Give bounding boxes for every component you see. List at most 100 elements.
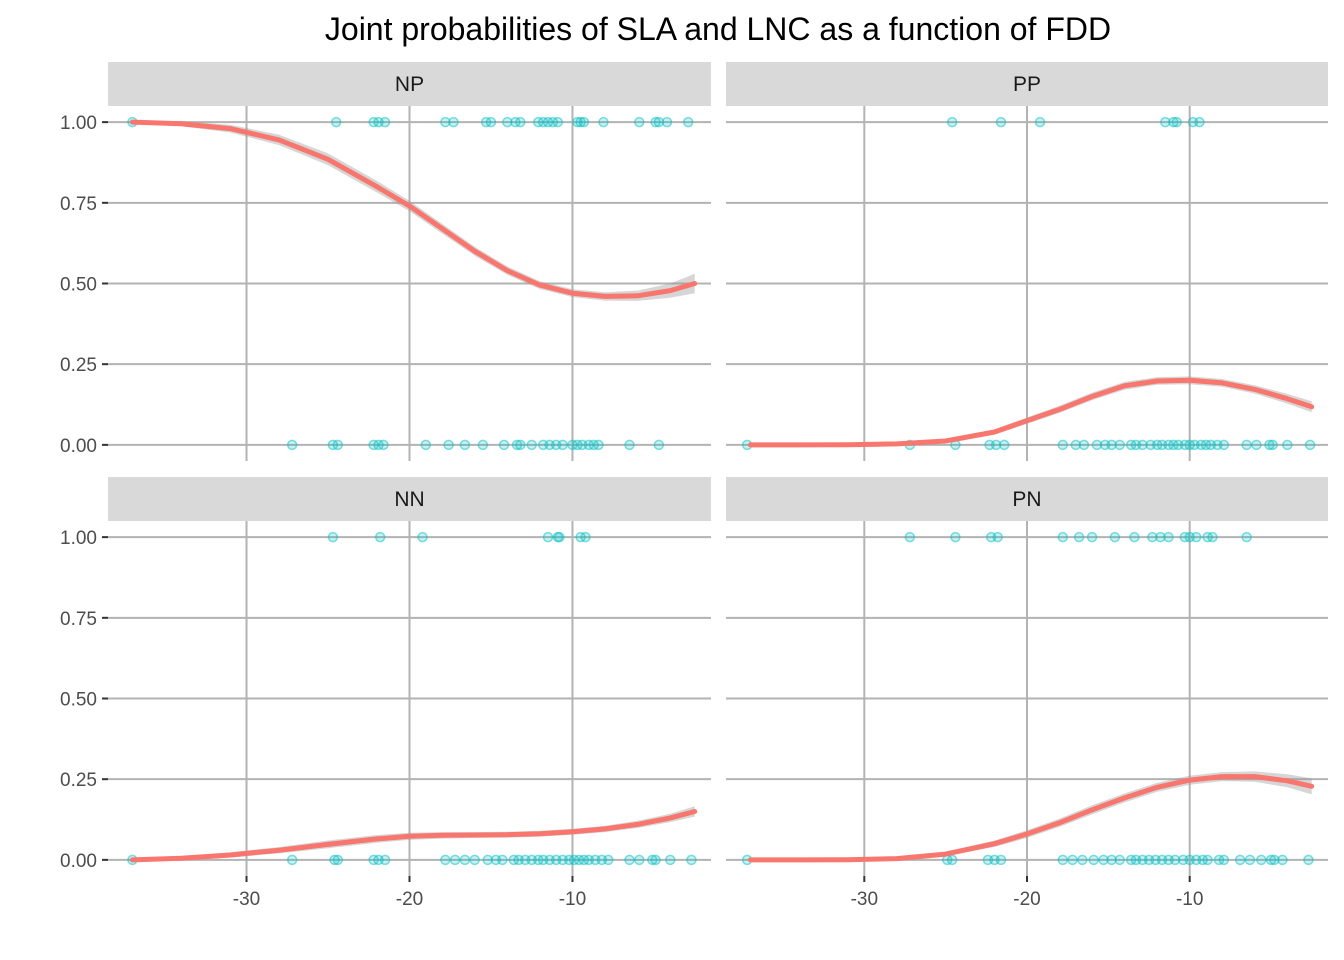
data-point bbox=[580, 531, 591, 543]
chart-title: Joint probabilities of SLA and LNC as a … bbox=[325, 11, 1111, 47]
data-point bbox=[417, 531, 428, 543]
data-point bbox=[992, 531, 1003, 543]
data-point bbox=[1098, 854, 1109, 866]
data-point bbox=[440, 116, 451, 128]
smooth-line bbox=[129, 119, 698, 299]
data-point bbox=[1057, 854, 1069, 866]
data-point bbox=[497, 854, 508, 866]
data-point bbox=[1267, 439, 1278, 451]
data-point bbox=[1114, 439, 1125, 451]
data-point bbox=[1234, 854, 1246, 866]
data-point bbox=[904, 531, 916, 543]
data-point bbox=[578, 116, 590, 128]
data-point bbox=[1155, 531, 1166, 543]
y-tick-label: 0.50 bbox=[60, 275, 97, 296]
data-point bbox=[1070, 439, 1082, 451]
data-point bbox=[647, 854, 658, 866]
data-point bbox=[1088, 854, 1099, 866]
strip-label: NP bbox=[395, 73, 424, 96]
data-point bbox=[661, 116, 673, 128]
data-point bbox=[653, 439, 665, 451]
panel-nn: NN 0.00 0.25 0.50 0.75 1.00 -30 -20 -10 bbox=[60, 477, 711, 910]
data-point bbox=[1057, 439, 1069, 451]
data-point bbox=[634, 854, 645, 866]
data-point bbox=[665, 854, 676, 866]
data-point bbox=[1106, 439, 1117, 451]
data-point bbox=[542, 531, 554, 543]
confidence-band bbox=[750, 771, 1312, 861]
data-point bbox=[1109, 531, 1121, 543]
y-tick-label: 0.00 bbox=[60, 436, 97, 457]
points-group bbox=[127, 531, 697, 866]
data-point bbox=[1169, 854, 1181, 866]
smooth-line bbox=[129, 809, 698, 863]
data-point bbox=[379, 854, 391, 866]
data-point bbox=[286, 854, 298, 866]
data-point bbox=[477, 439, 489, 451]
data-point bbox=[1168, 116, 1179, 128]
y-tick-label: 0.75 bbox=[60, 194, 97, 215]
data-point bbox=[1251, 439, 1262, 451]
data-point bbox=[378, 439, 389, 451]
data-point bbox=[1067, 854, 1078, 866]
data-point bbox=[593, 439, 604, 451]
data-point bbox=[286, 439, 298, 451]
data-point bbox=[332, 439, 344, 451]
data-point bbox=[502, 116, 513, 128]
data-point bbox=[511, 439, 523, 451]
x-tick-label: -30 bbox=[851, 889, 878, 910]
data-point bbox=[448, 116, 459, 128]
data-point bbox=[1269, 854, 1280, 866]
data-point bbox=[598, 116, 609, 128]
data-point bbox=[1160, 116, 1171, 128]
points-group bbox=[127, 116, 694, 451]
strip-background bbox=[108, 477, 711, 521]
data-point bbox=[327, 531, 339, 543]
data-point bbox=[995, 854, 1007, 866]
smooth-line bbox=[747, 377, 1315, 448]
data-point bbox=[575, 116, 586, 128]
points-group bbox=[741, 531, 1314, 866]
data-point bbox=[1078, 439, 1090, 451]
data-point bbox=[1244, 854, 1256, 866]
data-point bbox=[946, 116, 958, 128]
data-point bbox=[634, 116, 645, 128]
data-point bbox=[515, 439, 526, 451]
strip-label: PN bbox=[1012, 488, 1041, 511]
y-tick-label: 0.75 bbox=[60, 609, 97, 630]
data-point bbox=[1147, 531, 1158, 543]
data-point bbox=[1137, 439, 1148, 451]
data-point bbox=[374, 531, 386, 543]
data-point bbox=[440, 854, 451, 866]
data-point bbox=[1264, 439, 1275, 451]
data-point bbox=[950, 531, 961, 543]
y-tick-label: 0.50 bbox=[60, 690, 97, 711]
data-point bbox=[1114, 854, 1125, 866]
data-point bbox=[459, 854, 471, 866]
data-point bbox=[443, 439, 454, 451]
x-tick-label: -30 bbox=[233, 889, 260, 910]
data-point bbox=[1241, 531, 1252, 543]
data-point bbox=[498, 439, 510, 451]
data-point bbox=[682, 116, 694, 128]
data-point bbox=[482, 854, 493, 866]
data-point bbox=[1129, 531, 1140, 543]
data-point bbox=[624, 439, 635, 451]
data-point bbox=[485, 116, 497, 128]
data-point bbox=[329, 854, 340, 866]
data-point bbox=[603, 854, 614, 866]
data-point bbox=[1057, 531, 1069, 543]
data-point bbox=[995, 116, 1007, 128]
data-point bbox=[557, 439, 568, 451]
data-point bbox=[1077, 854, 1088, 866]
data-point bbox=[946, 854, 958, 866]
data-point bbox=[515, 116, 526, 128]
data-point bbox=[1241, 439, 1252, 451]
data-point bbox=[459, 439, 471, 451]
data-point bbox=[1171, 116, 1182, 128]
data-point bbox=[420, 439, 432, 451]
data-point bbox=[449, 854, 461, 866]
data-point bbox=[1034, 116, 1046, 128]
data-point bbox=[1277, 854, 1288, 866]
